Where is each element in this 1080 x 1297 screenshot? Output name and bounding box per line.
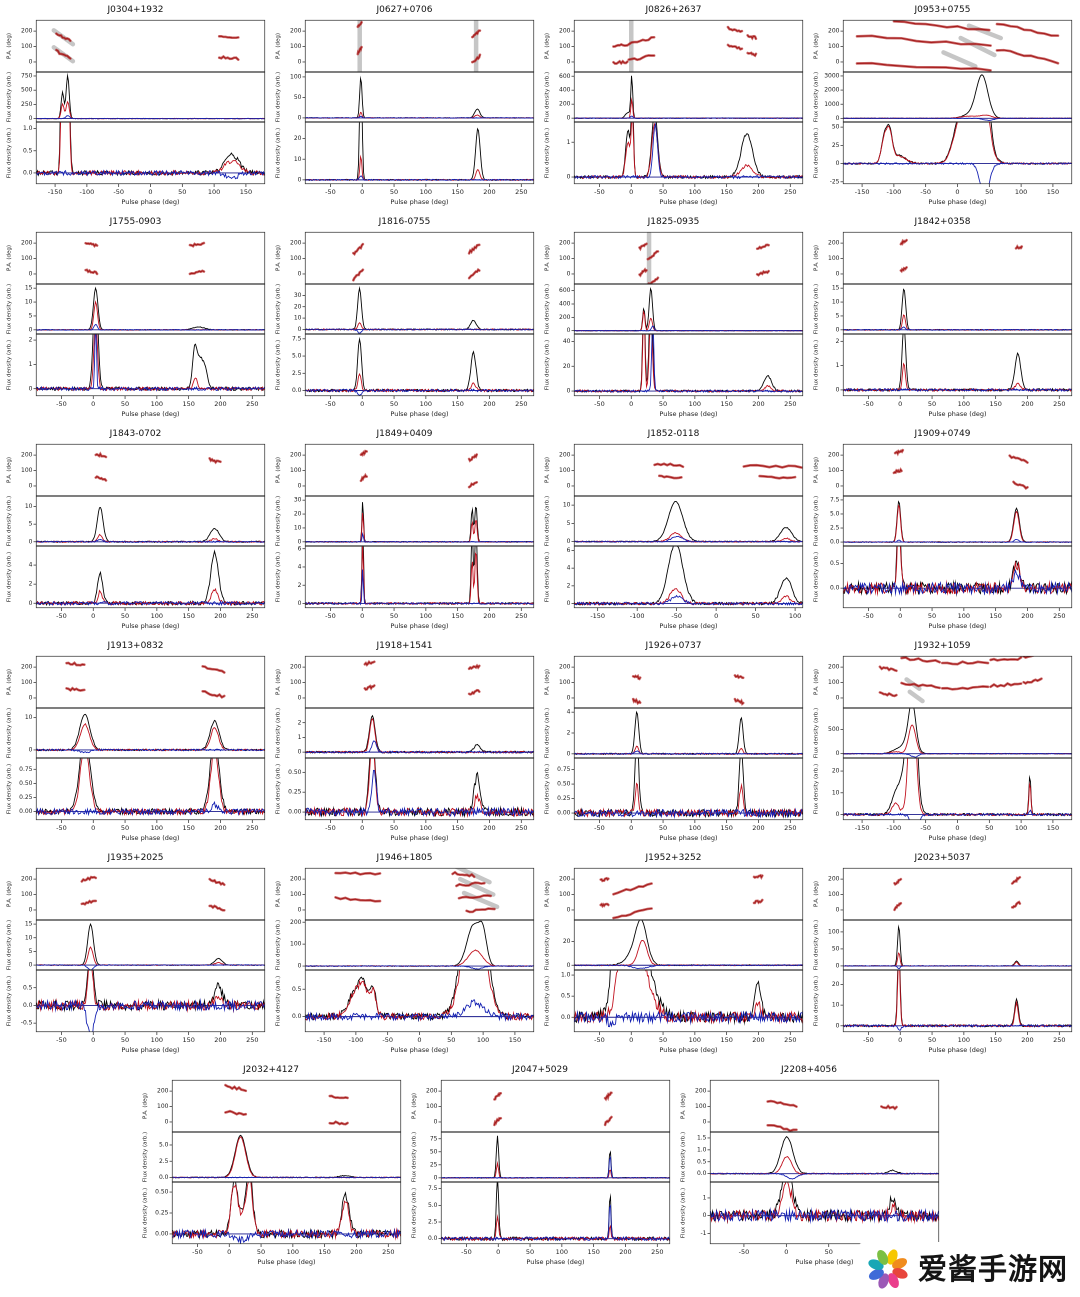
panel-title: J1946+1805 xyxy=(376,853,433,863)
panel-title: J1918+1541 xyxy=(376,641,433,651)
panel-plot xyxy=(540,441,807,637)
pulsar-panel-J1932+1059: J1932+1059 xyxy=(809,640,1076,849)
panel-title: J1926+0737 xyxy=(645,641,702,651)
panel-plot xyxy=(675,1077,943,1273)
panel-plot xyxy=(540,865,807,1061)
panel-title: J2208+4056 xyxy=(780,1065,837,1075)
pulsar-panel-J1816-0755: J1816-0755 xyxy=(271,216,538,425)
panel-title: J1935+2025 xyxy=(107,853,164,863)
pinwheel-logo-icon xyxy=(868,1249,908,1289)
pulsar-panel-J2047+5029: J2047+5029 xyxy=(406,1064,674,1273)
panel-title: J1909+0749 xyxy=(914,429,971,439)
panel-title: J1952+3252 xyxy=(645,853,702,863)
watermark: 爱酱手游网 xyxy=(855,1242,1080,1297)
panel-title: J1755-0903 xyxy=(109,217,162,227)
pulsar-panel-J2023+5037: J2023+5037 xyxy=(809,852,1076,1061)
panel-plot xyxy=(406,1077,674,1273)
pulsar-panel-J0304+1932: J0304+1932 xyxy=(2,4,269,213)
panel-title: J1849+0409 xyxy=(376,429,433,439)
pulsar-panel-J1825-0935: J1825-0935 xyxy=(540,216,807,425)
pulsar-panel-J1852-0118: J1852-0118 xyxy=(540,428,807,637)
panel-plot xyxy=(540,17,807,213)
panel-title: J1843-0702 xyxy=(109,429,162,439)
pulsar-panel-J1842+0358: J1842+0358 xyxy=(809,216,1076,425)
panel-plot xyxy=(809,441,1076,637)
pulsar-panel-J1935+2025: J1935+2025 xyxy=(2,852,269,1061)
panel-plot xyxy=(271,865,538,1061)
panel-title: J1842+0358 xyxy=(914,217,971,227)
panel-plot xyxy=(809,229,1076,425)
watermark-text: 爱酱手游网 xyxy=(917,1251,1068,1286)
panel-plot xyxy=(137,1077,405,1273)
pulsar-panel-J1918+1541: J1918+1541 xyxy=(271,640,538,849)
panel-plot xyxy=(2,865,269,1061)
pulsar-panel-J2208+4056: J2208+4056 xyxy=(675,1064,943,1273)
panel-plot xyxy=(271,653,538,849)
panel-title: J1825-0935 xyxy=(647,217,700,227)
pulsar-panel-J0826+2637: J0826+2637 xyxy=(540,4,807,213)
pulsar-panel-J1946+1805: J1946+1805 xyxy=(271,852,538,1061)
panel-title: J1852-0118 xyxy=(647,429,700,439)
panel-plot xyxy=(809,865,1076,1061)
panel-plot xyxy=(540,229,807,425)
panel-row-6: J2032+4127 J2047+5029 J2208+4056 xyxy=(2,1064,1078,1273)
panel-row-4: J1913+0832 J1918+1541 J1926+0737 J1932+1059 xyxy=(2,640,1078,849)
pulsar-panel-J1843-0702: J1843-0702 xyxy=(2,428,269,637)
panel-plot xyxy=(2,17,269,213)
panel-title: J0627+0706 xyxy=(376,5,433,15)
panel-plot xyxy=(2,653,269,849)
pulsar-panel-J1755-0903: J1755-0903 xyxy=(2,216,269,425)
panel-plot xyxy=(2,441,269,637)
panel-title: J1913+0832 xyxy=(107,641,164,651)
panel-plot xyxy=(540,653,807,849)
panel-title: J2032+4127 xyxy=(242,1065,299,1075)
panel-title: J1816-0755 xyxy=(378,217,431,227)
pulsar-panel-J1909+0749: J1909+0749 xyxy=(809,428,1076,637)
panel-plot xyxy=(809,653,1076,849)
panel-plot xyxy=(2,229,269,425)
pulsar-panel-J0953+0755: J0953+0755 xyxy=(809,4,1076,213)
pulsar-panel-J1849+0409: J1849+0409 xyxy=(271,428,538,637)
panel-title: J0304+1932 xyxy=(107,5,164,15)
panel-row-2: J1755-0903 J1816-0755 J1825-0935 J1842+0358 xyxy=(2,216,1078,425)
panel-title: J2047+5029 xyxy=(511,1065,568,1075)
panel-title: J0826+2637 xyxy=(645,5,702,15)
panel-plot xyxy=(271,229,538,425)
pulsar-panel-J0627+0706: J0627+0706 xyxy=(271,4,538,213)
panel-plot xyxy=(809,17,1076,213)
panel-title: J1932+1059 xyxy=(914,641,971,651)
panel-title: J2023+5037 xyxy=(914,853,971,863)
pulsar-panel-J1952+3252: J1952+3252 xyxy=(540,852,807,1061)
panel-row-1: J0304+1932 J0627+0706 J0826+2637 J0953+0755 xyxy=(2,4,1078,213)
pulsar-panel-J1926+0737: J1926+0737 xyxy=(540,640,807,849)
pulsar-panel-J1913+0832: J1913+0832 xyxy=(2,640,269,849)
panel-plot xyxy=(271,441,538,637)
pulsar-panel-J2032+4127: J2032+4127 xyxy=(137,1064,405,1273)
panel-plot xyxy=(271,17,538,213)
panel-title: J0953+0755 xyxy=(914,5,971,15)
panel-row-5: J1935+2025 J1946+1805 J1952+3252 J2023+5037 xyxy=(2,852,1078,1061)
panel-row-3: J1843-0702 J1849+0409 J1852-0118 J1909+0749 xyxy=(2,428,1078,637)
